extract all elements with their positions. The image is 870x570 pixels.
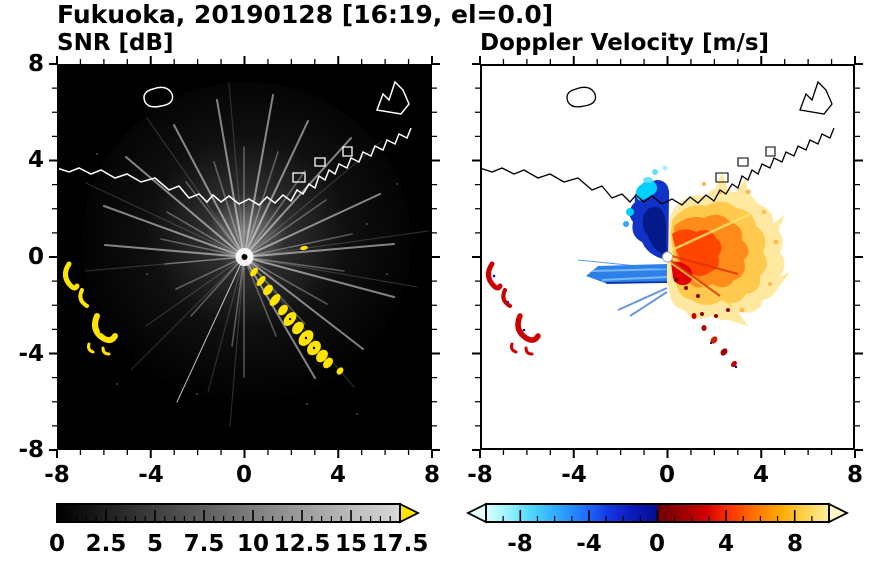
velocity-x-tick-label: 8 <box>846 462 864 488</box>
snr-clutter-west <box>63 261 118 356</box>
velocity-colorbar-label: 8 <box>786 531 804 557</box>
snr-x-tick-label: 0 <box>235 462 253 488</box>
snr-colorbar-label: 17.5 <box>371 531 429 557</box>
snr-x-tick-label: -4 <box>138 462 164 488</box>
radar-origin-marker <box>662 251 673 263</box>
radial-streaks <box>84 82 429 427</box>
snr-x-tick-label: -8 <box>44 462 70 488</box>
snr-panel-title: SNR [dB] <box>57 30 174 56</box>
snr-x-tick-label: 4 <box>329 462 347 488</box>
velocity-colorbar-label: -8 <box>507 531 533 557</box>
noise-specks <box>96 153 398 415</box>
velocity-colorbar-label: -4 <box>576 531 602 557</box>
snr-colorbar-label: 7.5 <box>183 531 225 557</box>
negative-velocity-lobe <box>577 165 670 317</box>
velocity-colorbar-label: 0 <box>648 531 666 557</box>
snr-clutter-chain <box>250 245 344 375</box>
snr-colorbar-over-arrow <box>399 502 421 524</box>
clutter-south <box>691 313 738 369</box>
snr-map <box>48 55 441 459</box>
figure-title: Fukuoka, 20190128 [16:19, el=0.0] <box>57 0 554 29</box>
snr-colorbar-label: 15 <box>334 531 368 557</box>
velocity-map <box>471 55 864 459</box>
snr-frame <box>57 64 432 450</box>
snr-colorbar-label: 5 <box>146 531 164 557</box>
clutter-west-red <box>486 261 541 356</box>
velocity-panel-title: Doppler Velocity [m/s] <box>480 30 770 56</box>
radar-origin-marker <box>235 248 254 266</box>
velocity-x-tick-label: 4 <box>752 462 770 488</box>
snr-colorbar-label: 0 <box>48 531 66 557</box>
velocity-colorbar-under-arrow <box>465 502 487 524</box>
velocity-colorbar-label: 4 <box>717 531 735 557</box>
snr-x-tick-label: 8 <box>423 462 441 488</box>
velocity-frame <box>480 64 855 450</box>
y-tick-label: -4 <box>18 341 44 367</box>
positive-velocity-lobe <box>666 172 790 326</box>
snr-colorbar-label: 12.5 <box>273 531 331 557</box>
snr-colorbar-label: 10 <box>236 531 270 557</box>
velocity-x-tick-label: -8 <box>467 462 493 488</box>
snr-colorbar-label: 2.5 <box>85 531 127 557</box>
y-tick-label: 0 <box>27 244 44 270</box>
velocity-x-tick-label: -4 <box>561 462 587 488</box>
y-tick-label: -8 <box>18 437 44 463</box>
velocity-x-tick-label: 0 <box>658 462 676 488</box>
velocity-colorbar <box>465 502 850 524</box>
y-tick-label: 8 <box>27 51 44 77</box>
y-tick-label: 4 <box>27 147 44 173</box>
snr-colorbar <box>56 502 421 524</box>
velocity-colorbar-over-arrow <box>828 502 850 524</box>
